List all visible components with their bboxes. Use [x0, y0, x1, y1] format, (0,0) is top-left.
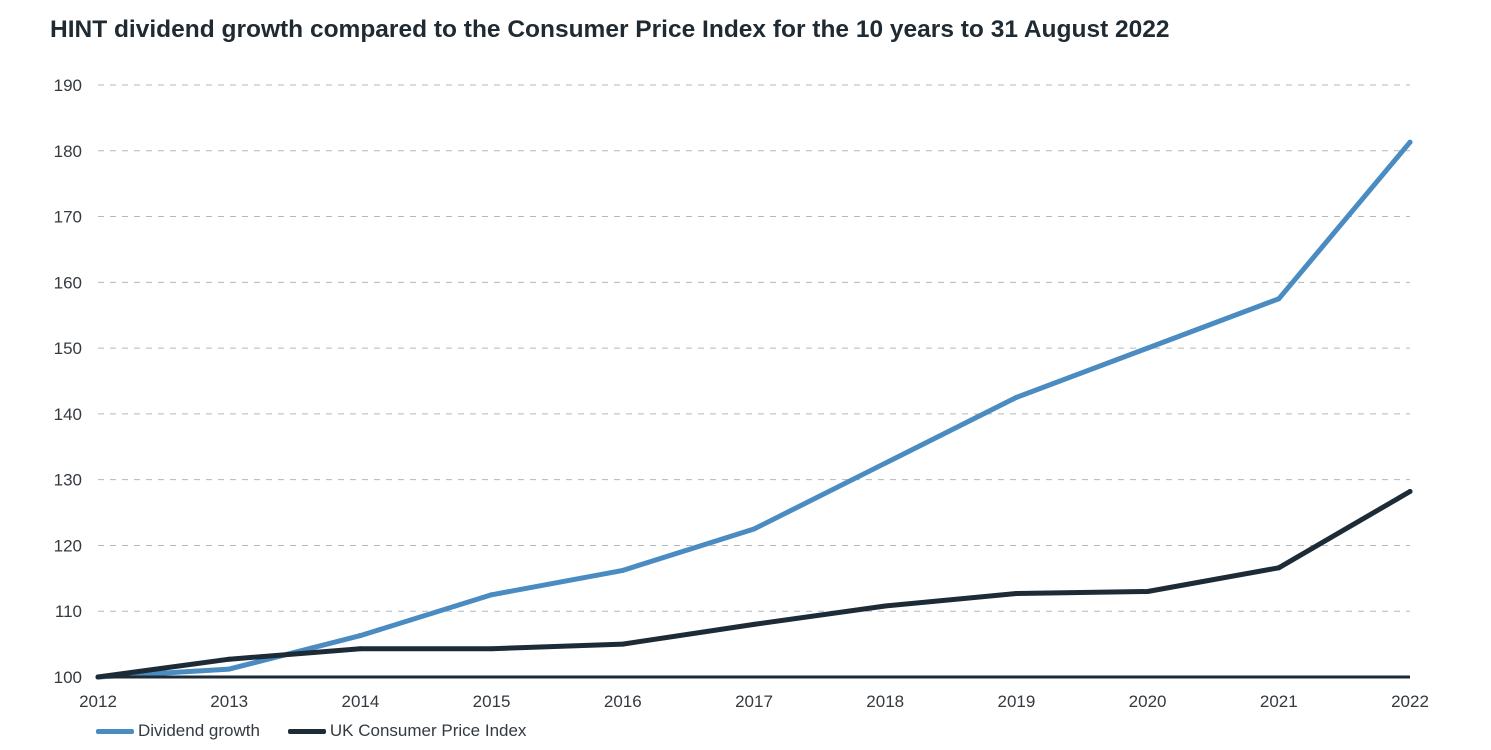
data-point-dividend-growth [1013, 394, 1019, 400]
data-point-uk-cpi [1276, 565, 1282, 571]
data-point-uk-cpi [1013, 590, 1019, 596]
data-point-uk-cpi [1145, 588, 1151, 594]
legend-item-dividend-growth: Dividend growth [96, 721, 260, 741]
y-tick-label: 140 [54, 405, 82, 424]
series-line-uk-cpi [95, 489, 1413, 680]
y-axis-ticks: 100 110 120 130 140 150 160 170 180 190 [54, 76, 82, 687]
x-axis-ticks: 2012 2013 2014 2015 2016 2017 2018 2019 2020 2021… [79, 692, 1429, 711]
data-point-uk-cpi [357, 646, 363, 652]
x-tick-label: 2022 [1391, 692, 1429, 711]
data-point-uk-cpi [620, 641, 626, 647]
data-point-dividend-growth [489, 592, 495, 598]
x-tick-label: 2018 [866, 692, 904, 711]
chart-title: HINT dividend growth compared to the Con… [50, 16, 1170, 43]
y-tick-label: 130 [54, 471, 82, 490]
data-point-dividend-growth [1407, 139, 1413, 145]
x-tick-label: 2012 [79, 692, 117, 711]
legend-label-dividend-growth: Dividend growth [138, 721, 260, 740]
data-point-dividend-growth [751, 526, 757, 532]
x-tick-label: 2015 [473, 692, 511, 711]
x-tick-label: 2019 [997, 692, 1035, 711]
x-tick-label: 2020 [1129, 692, 1167, 711]
data-point-uk-cpi [751, 621, 757, 627]
data-point-dividend-growth [620, 567, 626, 573]
data-point-dividend-growth [1145, 345, 1151, 351]
legend: Dividend growth UK Consumer Price Index [96, 721, 526, 741]
series-lines [95, 139, 1413, 680]
legend-item-uk-cpi: UK Consumer Price Index [287, 721, 527, 741]
data-point-dividend-growth [1276, 296, 1282, 302]
gridlines [98, 84, 1410, 612]
y-tick-label: 180 [54, 142, 82, 161]
y-tick-label: 110 [55, 602, 82, 621]
legend-swatch-dividend-growth [96, 728, 134, 734]
y-tick-label: 190 [54, 76, 82, 95]
legend-label-uk-cpi: UK Consumer Price Index [329, 721, 527, 740]
data-point-uk-cpi [1407, 489, 1413, 495]
x-tick-label: 2013 [210, 692, 248, 711]
data-point-dividend-growth [357, 633, 363, 639]
x-tick-label: 2014 [341, 692, 379, 711]
series-line-dividend-growth [95, 139, 1413, 680]
y-tick-label: 120 [54, 536, 82, 555]
data-point-uk-cpi [882, 603, 888, 609]
legend-swatch-uk-cpi [287, 728, 326, 734]
y-tick-label: 150 [54, 339, 82, 358]
data-point-dividend-growth [882, 460, 888, 466]
data-point-uk-cpi [489, 646, 495, 652]
x-tick-label: 2017 [735, 692, 773, 711]
data-point-dividend-growth [226, 666, 232, 672]
y-tick-label: 160 [54, 273, 82, 292]
x-tick-label: 2016 [604, 692, 642, 711]
y-tick-label: 100 [54, 668, 82, 687]
x-tick-label: 2021 [1260, 692, 1298, 711]
y-tick-label: 170 [54, 208, 82, 227]
data-point-uk-cpi [226, 656, 232, 662]
